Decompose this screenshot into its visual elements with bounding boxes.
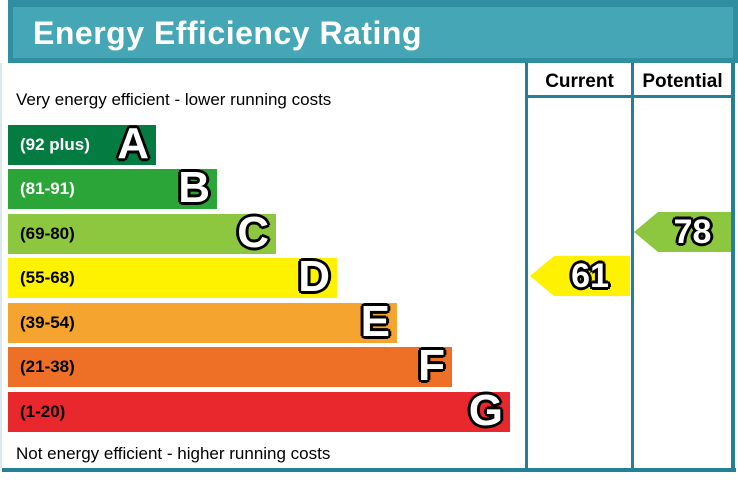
band-letter: C bbox=[237, 208, 269, 258]
band-range-label: (39-54) bbox=[20, 313, 75, 332]
band-d: (55-68) D bbox=[8, 252, 337, 302]
column-header-underline bbox=[525, 95, 735, 98]
band-letter: D bbox=[298, 252, 330, 302]
chart-bottom-border bbox=[2, 468, 736, 472]
current-rating-arrow: 61 bbox=[530, 256, 630, 296]
title-banner: Energy Efficiency Rating bbox=[8, 0, 738, 63]
current-rating-value: 61 bbox=[571, 257, 609, 295]
band-g: (1-20) G bbox=[8, 386, 510, 436]
band-letter: E bbox=[360, 297, 390, 347]
band-c: (69-80) C bbox=[8, 208, 276, 258]
chart-title: Energy Efficiency Rating bbox=[33, 14, 422, 51]
potential-rating-value: 78 bbox=[673, 213, 712, 251]
current-column-left-border bbox=[525, 63, 528, 472]
band-letter: A bbox=[117, 119, 149, 169]
band-letter: B bbox=[178, 163, 210, 213]
band-letter: F bbox=[418, 341, 445, 391]
band-range-label: (81-91) bbox=[20, 179, 75, 198]
band-range-label: (1-20) bbox=[20, 402, 66, 421]
potential-column-header: Potential bbox=[642, 71, 723, 92]
bottom-note: Not energy efficient - higher running co… bbox=[16, 444, 331, 463]
band-f: (21-38) F bbox=[8, 341, 452, 391]
chart-left-edge bbox=[0, 63, 2, 468]
band-e: (39-54) E bbox=[8, 297, 397, 347]
potential-column-right-border bbox=[731, 63, 735, 472]
top-note: Very energy efficient - lower running co… bbox=[16, 90, 332, 109]
potential-rating-arrow: 78 bbox=[634, 212, 731, 252]
band-range-label: (92 plus) bbox=[20, 135, 90, 154]
band-range-label: (21-38) bbox=[20, 357, 75, 376]
band-letter: G bbox=[468, 386, 503, 436]
band-range-label: (69-80) bbox=[20, 224, 75, 243]
band-b: (81-91) B bbox=[8, 163, 217, 213]
current-potential-divider bbox=[631, 63, 634, 472]
band-range-label: (55-68) bbox=[20, 268, 75, 287]
current-column-header: Current bbox=[545, 71, 614, 92]
band-a: (92 plus) A bbox=[8, 119, 156, 169]
